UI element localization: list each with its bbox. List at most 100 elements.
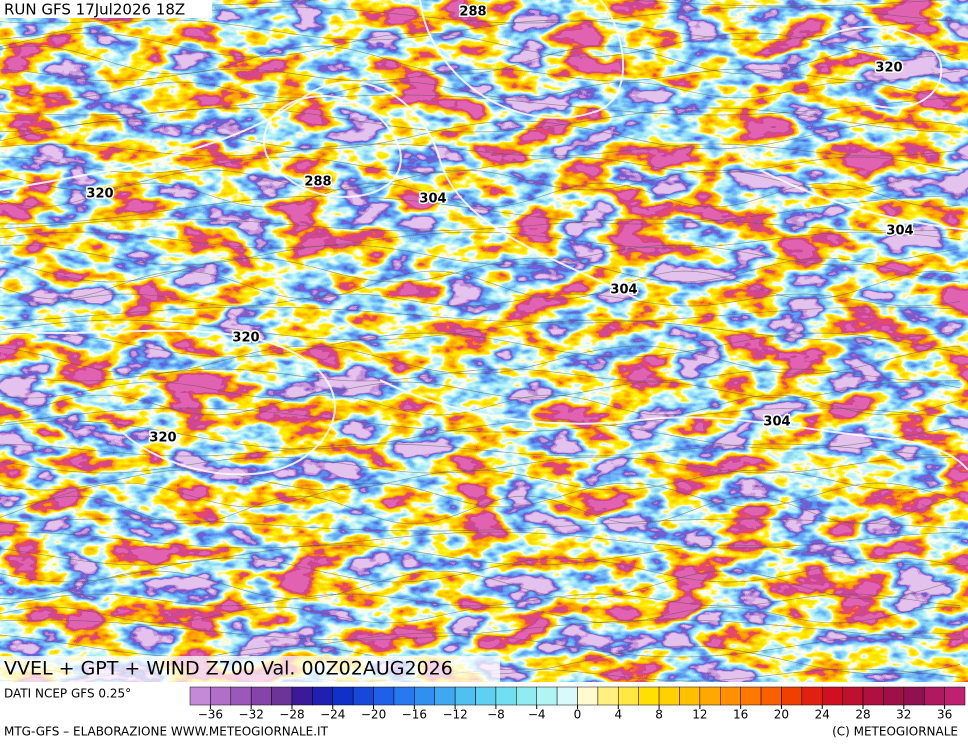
- legend-swatch: [597, 686, 619, 706]
- streamline: [0, 169, 961, 191]
- legend-swatch: [842, 686, 864, 706]
- legend-tick-label: 16: [733, 708, 748, 722]
- streamline: [0, 32, 961, 58]
- legend-swatch: [393, 686, 415, 706]
- legend-tick-label: −28: [279, 708, 304, 722]
- legend-swatch: [414, 686, 435, 706]
- credits-left: MTG-GFS – ELABORAZIONE WWW.METEOGIORNALE…: [4, 725, 329, 739]
- legend-tick-label: 20: [774, 708, 789, 722]
- streamline: [0, 593, 961, 607]
- legend-tick-label: −24: [320, 708, 345, 722]
- streamline: [0, 443, 961, 457]
- contour-line: [263, 95, 402, 198]
- legend-swatch: [638, 686, 660, 706]
- legend-swatch: [720, 686, 741, 706]
- legend-swatch: [454, 686, 476, 706]
- contour-line: [419, 0, 624, 119]
- header-box: [0, 0, 212, 18]
- streamline: [0, 518, 961, 532]
- contour-line: [379, 379, 968, 471]
- legend-tick-label: −36: [198, 708, 223, 722]
- legend-swatch: [434, 686, 456, 706]
- legend-swatch: [189, 686, 211, 706]
- streamline: [0, 68, 961, 82]
- legend-tick-label: 12: [692, 708, 707, 722]
- legend-swatch: [291, 686, 313, 706]
- legend-swatch: [312, 686, 334, 706]
- legend-swatch: [230, 686, 252, 706]
- streamline: [0, 293, 961, 307]
- legend-tick-label: 4: [614, 708, 622, 722]
- streamline: [0, 231, 961, 249]
- contour-label: 320: [149, 431, 176, 446]
- contour-label: 304: [610, 283, 637, 298]
- wind-streamlines: [0, 0, 961, 682]
- streamline: [0, 394, 961, 416]
- streamline: [0, 244, 961, 266]
- streamline: [0, 94, 961, 116]
- contour-line: [819, 25, 943, 109]
- streamline: [0, 420, 961, 450]
- legend-swatch: [781, 686, 803, 706]
- legend-tick-label: 8: [655, 708, 663, 722]
- legend-tick-label: −8: [487, 708, 505, 722]
- contour-label: 288: [304, 175, 331, 190]
- legend-tick-label: 32: [896, 708, 911, 722]
- contour-line: [0, 81, 641, 301]
- legend-swatch: [352, 686, 374, 706]
- legend-swatch: [556, 686, 578, 706]
- legend-tick-label: −20: [361, 708, 386, 722]
- legend-swatch: [679, 686, 701, 706]
- legend-swatch: [536, 686, 558, 706]
- streamline: [0, 407, 961, 433]
- streamline: [0, 218, 961, 232]
- legend-tick-label: 36: [937, 708, 952, 722]
- contour-line: [0, 329, 336, 476]
- vvel-field: [0, 0, 968, 682]
- legend-swatch: [495, 686, 517, 706]
- streamline: [0, 531, 961, 549]
- legend-tick-label: −12: [442, 708, 467, 722]
- legend-swatch: [821, 686, 843, 706]
- streamline: [0, 120, 961, 150]
- legend-swatch: [373, 686, 395, 706]
- legend-swatch: [332, 686, 354, 706]
- streamline: [0, 632, 961, 658]
- streamline: [0, 156, 961, 174]
- legend-swatch: [699, 686, 721, 706]
- streamline: [0, 306, 961, 324]
- legend-swatch: [577, 686, 599, 706]
- data-source: DATI NCEP GFS 0.25°: [4, 687, 131, 701]
- legend-tick-label: 0: [574, 708, 582, 722]
- streamline: [0, 257, 961, 283]
- streamline: [0, 469, 961, 491]
- legend-swatch: [944, 686, 966, 706]
- legend-swatch: [903, 686, 925, 706]
- streamline: [0, 270, 961, 300]
- legend-tick-label: −32: [239, 708, 264, 722]
- legend-swatch: [516, 686, 537, 706]
- streamline: [0, 381, 961, 399]
- legend-swatch: [618, 686, 639, 706]
- streamline: [0, 482, 961, 508]
- contour-line: [759, 169, 968, 231]
- legend-tick-label: 28: [855, 708, 870, 722]
- contour-label: 304: [886, 224, 913, 239]
- legend-swatch: [760, 686, 782, 706]
- contour-labels: 288 288 320 320 320 320 304 304 304 304: [85, 3, 915, 447]
- streamline: [0, 195, 960, 225]
- contour-label: 304: [419, 192, 446, 207]
- legend-swatch: [210, 686, 232, 706]
- map-title: VVEL + GPT + WIND Z700 Val. 00Z02AUG2026: [4, 658, 453, 680]
- streamline: [0, 182, 961, 208]
- streamline: [0, 544, 961, 566]
- streamline: [0, 45, 961, 75]
- legend-swatch: [250, 686, 272, 706]
- legend-swatch: [883, 686, 905, 706]
- legend-tick-label: −16: [402, 708, 427, 722]
- contour-label: 304: [763, 415, 790, 430]
- run-label: RUN GFS 17Jul2026 18Z: [4, 1, 185, 19]
- streamline: [0, 107, 961, 133]
- color-legend: −36 −32 −28 −24 −20 −16 −12 −8 −4 0 4 8 12 16 20 24 28 32…: [189, 686, 966, 722]
